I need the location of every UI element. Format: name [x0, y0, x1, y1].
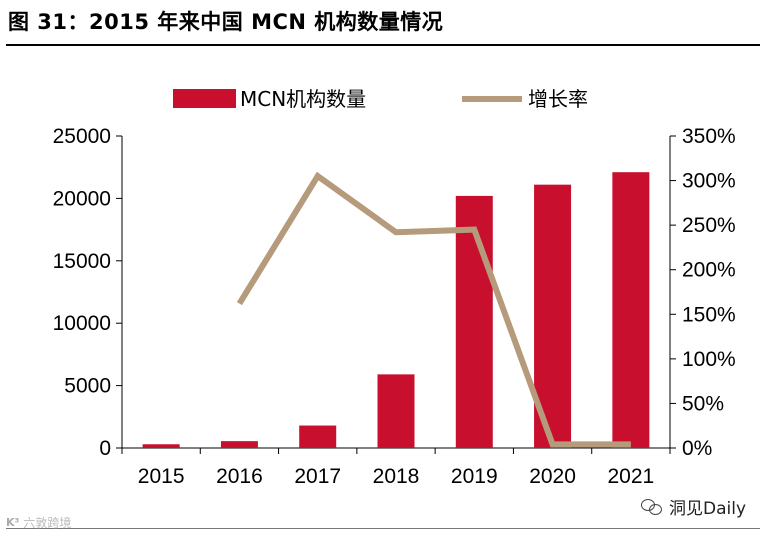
right-axis-tick-label: 0%: [682, 437, 712, 460]
legend-swatch-bar: [173, 89, 236, 108]
x-axis-tick-label: 2015: [138, 465, 185, 488]
x-axis-tick-label: 2018: [373, 465, 420, 488]
right-axis-tick-label: 250%: [682, 214, 736, 237]
chart-legend: MCN机构数量 增长率: [173, 87, 588, 111]
watermark-right-text: 洞见Daily: [668, 499, 746, 519]
title-divider: [6, 44, 760, 46]
growth-rate-line: [236, 171, 631, 448]
legend-label-bar: MCN机构数量: [240, 87, 366, 111]
bar-2017: [299, 425, 337, 448]
wechat-icon: [640, 498, 663, 515]
bar-2016: [220, 441, 258, 448]
right-axis-tick-label: 100%: [682, 348, 736, 371]
right-axis-tick-label: 300%: [682, 170, 736, 193]
left-axis-tick-label: 0: [99, 437, 111, 460]
watermark-left: K³ 六敦跨境: [6, 514, 71, 531]
right-axis-tick-label: 350%: [682, 125, 736, 148]
line-series: [236, 171, 631, 448]
watermark-left-text: 六敦跨境: [23, 516, 72, 530]
left-axis-tick-label: 15000: [53, 250, 111, 273]
x-axis-tick-label: 2020: [529, 465, 576, 488]
x-axis-tick-label: 2021: [607, 465, 654, 488]
x-axis-tick-label: 2017: [294, 465, 341, 488]
watermark-right: 洞见Daily: [640, 494, 746, 519]
right-axis-tick-label: 50%: [682, 392, 724, 415]
x-axis-tick-label: 2019: [451, 465, 498, 488]
left-axis-tick-label: 5000: [64, 375, 111, 398]
legend-label-line: 增长率: [528, 87, 588, 111]
bar-series: [142, 172, 650, 448]
x-axis-tick-label: 2016: [216, 465, 263, 488]
left-axis-tick-label: 10000: [53, 312, 111, 335]
left-axis-tick-label: 25000: [53, 125, 111, 148]
watermark-logo-icon: K³: [6, 516, 20, 529]
bar-2021: [612, 172, 650, 448]
right-axis-tick-label: 200%: [682, 259, 736, 282]
bar-2018: [377, 374, 415, 448]
left-axis-tick-label: 20000: [53, 187, 111, 210]
figure-title: 图 31：2015 年来中国 MCN 机构数量情况: [8, 10, 444, 34]
bar-2015: [142, 444, 180, 448]
bottom-divider: [6, 528, 760, 529]
chart-axes: 0 5000 10000 15000 20000 25000 0% 50% 100% 150% 20…: [53, 125, 736, 488]
right-axis-tick-label: 150%: [682, 303, 736, 326]
